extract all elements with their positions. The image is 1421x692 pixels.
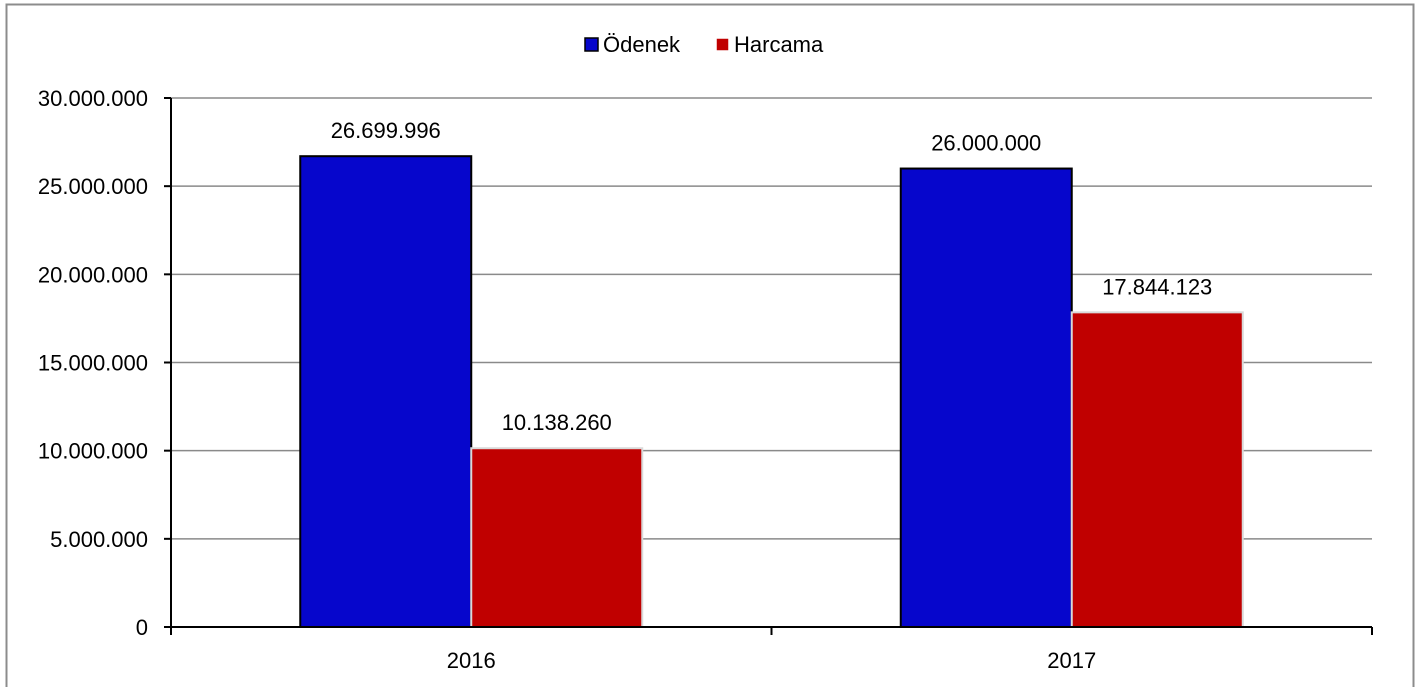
x-tick-label: 2017 xyxy=(1047,648,1096,673)
data-label: 10.138.260 xyxy=(502,410,612,435)
x-tick-label: 2016 xyxy=(447,648,496,673)
legend-swatch-harcama xyxy=(715,37,730,52)
y-tick-label: 20.000.000 xyxy=(38,262,148,287)
y-tick-label: 10.000.000 xyxy=(38,439,148,464)
bar-harcama-2017 xyxy=(1070,311,1244,628)
data-labels: 26.699.996 10.138.260 26.000.000 17.844.123 xyxy=(331,118,1213,435)
bar-harcama-2016 xyxy=(470,447,644,628)
legend-swatch-odenek xyxy=(584,37,599,52)
y-tick-label: 5.000.000 xyxy=(50,527,148,552)
legend: Ödenek Harcama xyxy=(584,32,824,57)
legend-label: Harcama xyxy=(734,32,824,57)
y-tick-label: 15.000.000 xyxy=(38,351,148,376)
legend-label: Ödenek xyxy=(603,32,681,57)
y-tick-label: 0 xyxy=(136,615,148,640)
data-label: 17.844.123 xyxy=(1102,274,1212,299)
bar-odenek-2017 xyxy=(899,167,1073,629)
bar-odenek-2016 xyxy=(299,155,473,628)
y-tick-label: 30.000.000 xyxy=(38,86,148,111)
y-tick-label: 25.000.000 xyxy=(38,174,148,199)
axes: 0 5.000.000 10.000.000 15.000.000 20.000.000… xyxy=(38,86,1373,673)
data-label: 26.699.996 xyxy=(331,118,441,143)
data-label: 26.000.000 xyxy=(931,131,1041,156)
bars xyxy=(299,155,1244,629)
